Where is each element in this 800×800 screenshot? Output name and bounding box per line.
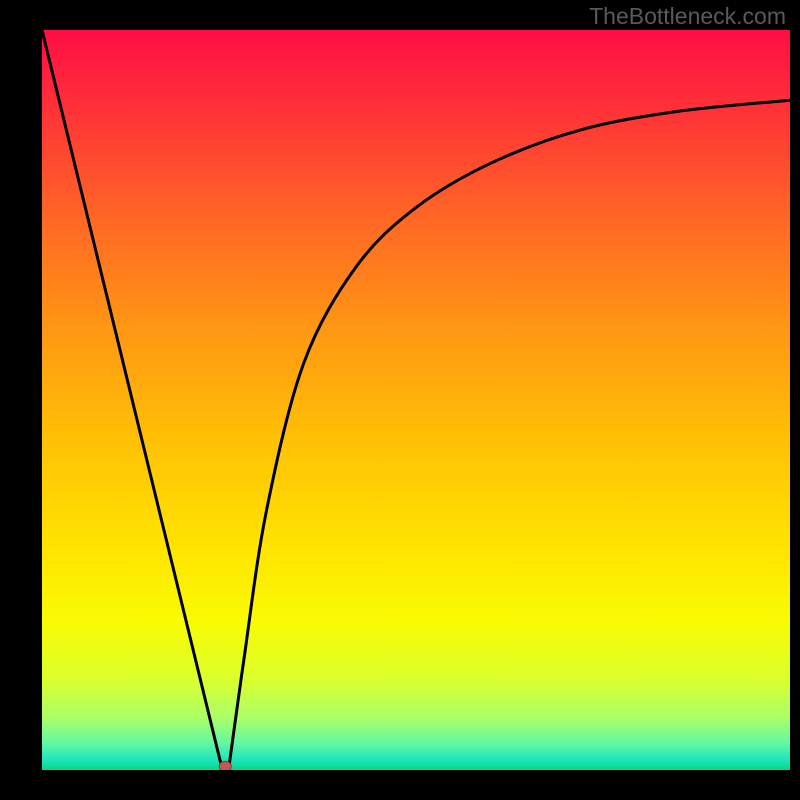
frame-bottom [0, 770, 800, 800]
frame-right [790, 0, 800, 800]
plot-background [42, 30, 790, 770]
stage: TheBottleneck.com [0, 0, 800, 800]
plot-svg [0, 0, 800, 800]
frame-left [0, 0, 42, 800]
watermark-text: TheBottleneck.com [589, 3, 786, 30]
